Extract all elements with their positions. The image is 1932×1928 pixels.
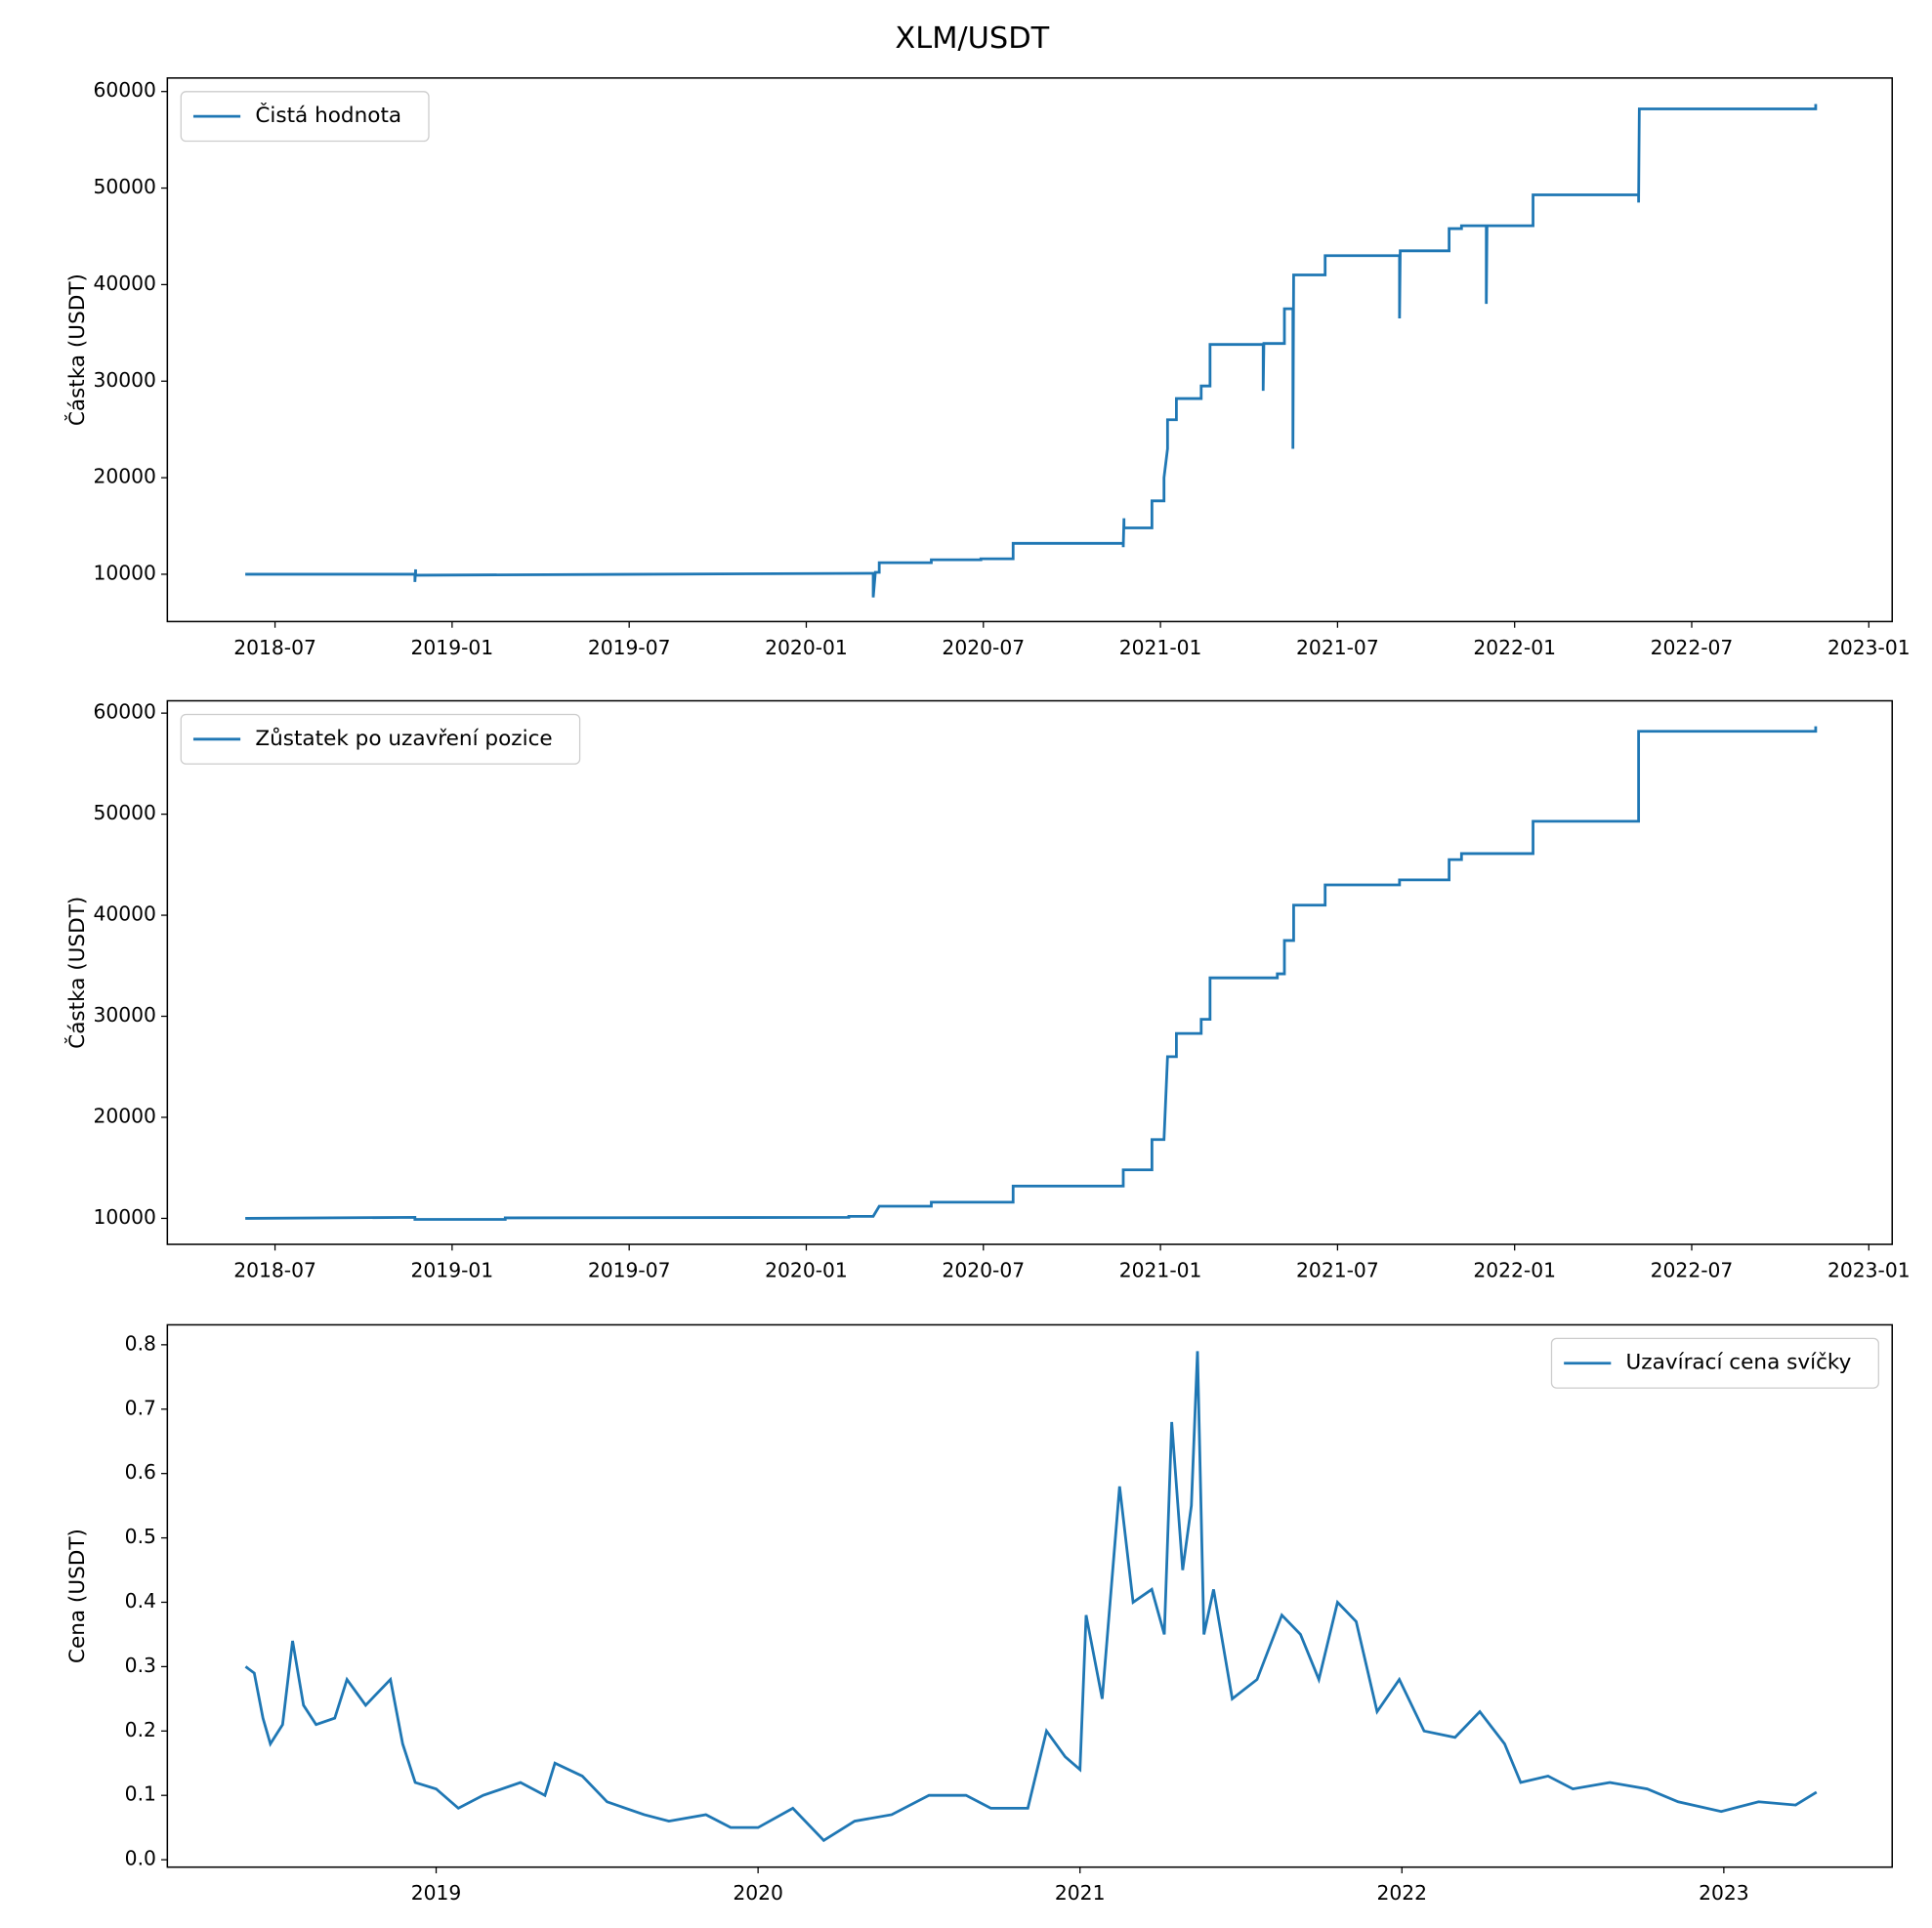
y-tick-label: 10000 [93, 1205, 155, 1229]
x-tick-label: 2022-01 [1473, 1258, 1556, 1281]
x-tick-label: 2022-07 [1651, 1258, 1734, 1281]
legend-label: Uzavírací cena svíčky [1626, 1351, 1852, 1375]
y-tick-label: 0.1 [125, 1782, 156, 1806]
legend: Uzavírací cena svíčky [1550, 1337, 1879, 1389]
y-tick-label: 0.5 [125, 1525, 156, 1548]
y-tick-label: 0.7 [125, 1396, 156, 1419]
x-tick-label: 2019-07 [588, 636, 671, 659]
y-axis-label: Cena (USDT) [65, 1529, 90, 1663]
x-tick-label: 2018-07 [233, 1258, 316, 1281]
x-tick-label: 2019-07 [588, 1258, 671, 1281]
x-tick-label: 2019-01 [411, 636, 494, 659]
x-tick-label: 2020-07 [942, 636, 1025, 659]
x-tick-label: 2023-01 [1827, 1258, 1911, 1281]
y-tick-label: 40000 [93, 902, 155, 926]
legend-box [180, 713, 581, 765]
legend: Čistá hodnota [180, 91, 430, 143]
x-tick-label: 2020 [733, 1881, 783, 1905]
y-axis-label: Částka (USDT) [64, 273, 90, 426]
y-tick-label: 60000 [93, 700, 155, 724]
x-tick-label: 2021-07 [1296, 636, 1379, 659]
figure-title: XLM/USDT [895, 21, 1049, 56]
legend-label: Zůstatek po uzavření pozice [255, 727, 552, 751]
y-tick-label: 50000 [93, 801, 155, 824]
series-line [244, 1351, 1818, 1843]
y-tick-label: 0.3 [125, 1654, 156, 1677]
legend: Zůstatek po uzavření pozice [180, 713, 581, 765]
x-tick-label: 2021-07 [1296, 1258, 1379, 1281]
x-tick-label: 2023-01 [1827, 636, 1911, 659]
y-tick-label: 0.6 [125, 1460, 156, 1484]
plot-frame [166, 1323, 1893, 1868]
x-tick-label: 2023 [1699, 1881, 1749, 1905]
x-tick-label: 2022-01 [1473, 636, 1556, 659]
y-tick-label: 40000 [93, 272, 155, 295]
x-tick-label: 2019 [411, 1881, 462, 1905]
legend-label: Čistá hodnota [255, 103, 401, 128]
x-tick-label: 2019-01 [411, 1258, 494, 1281]
x-tick-label: 2021-01 [1119, 1258, 1202, 1281]
x-tick-label: 2018-07 [233, 636, 316, 659]
x-tick-label: 2022 [1376, 1881, 1427, 1905]
y-tick-label: 30000 [93, 368, 155, 392]
y-tick-label: 0.8 [125, 1331, 156, 1355]
plot-frame [166, 699, 1893, 1245]
x-tick-label: 2021 [1055, 1881, 1106, 1905]
y-tick-label: 60000 [93, 78, 155, 102]
series-line [245, 726, 1818, 1221]
y-tick-label: 0.2 [125, 1718, 156, 1741]
y-tick-label: 0.4 [125, 1589, 156, 1613]
x-tick-label: 2022-07 [1651, 636, 1734, 659]
x-tick-label: 2020-01 [765, 1258, 848, 1281]
y-tick-label: 50000 [93, 175, 155, 198]
x-tick-label: 2020-07 [942, 1258, 1025, 1281]
y-tick-label: 10000 [93, 561, 155, 584]
x-tick-label: 2020-01 [765, 636, 848, 659]
y-axis-label: Částka (USDT) [64, 897, 90, 1049]
y-tick-label: 20000 [93, 1104, 155, 1127]
y-tick-label: 20000 [93, 465, 155, 488]
legend-box [1550, 1337, 1879, 1389]
x-tick-label: 2021-01 [1119, 636, 1202, 659]
series-line [245, 104, 1818, 598]
y-tick-label: 0.0 [125, 1847, 156, 1870]
y-tick-label: 30000 [93, 1003, 155, 1027]
legend-box [180, 91, 430, 143]
plot-frame [166, 77, 1893, 623]
